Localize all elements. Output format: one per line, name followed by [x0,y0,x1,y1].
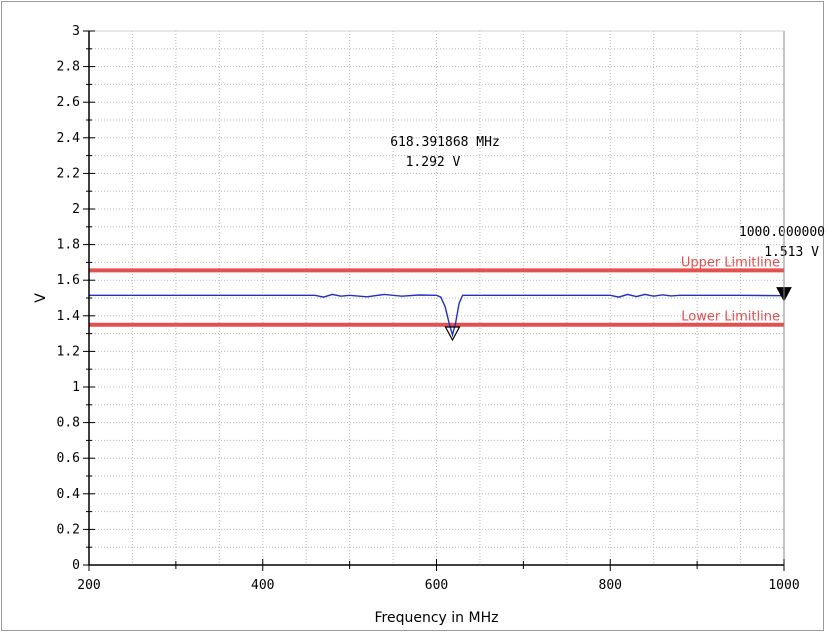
y-tick-label: 0.8 [57,416,80,431]
x-tick-label: 600 [425,578,448,593]
y-tick-label: 2 [72,202,80,217]
marker-value-label: 1.292 V [406,155,461,170]
x-tick-label: 400 [251,578,274,593]
x-tick-label: 1000 [768,578,799,593]
y-tick-label: 0 [72,558,80,573]
limit-lines: Upper Limitline Lower Limitline [89,255,784,327]
y-tick-label: 1 [72,380,80,395]
tick-labels: 0 0.2 0.4 0.6 0.8 1 1.2 1.4 1.6 1.8 2 2.2 2.4 2.6 2.8 3… [57,24,800,593]
limit-line-label: Lower Limitline [681,310,780,325]
y-tick-label: 2.2 [57,166,80,181]
y-tick-label: 1.2 [57,344,80,359]
series-line [89,293,785,338]
axes [83,30,785,571]
marker-triangle-icon [444,326,461,342]
y-axis-label: V [33,293,49,303]
marker-frequency-label: 1000.000000 [739,225,825,240]
y-tick-label: 0.4 [57,487,81,502]
grid-lines [89,31,784,565]
y-tick-label: 2.8 [57,60,80,75]
y-tick-label: 1.4 [57,309,81,324]
x-tick-label: 200 [77,578,100,593]
markers: 618.391868 MHz 1.292 V 1000.000000 1.513 V [390,135,825,342]
y-tick-label: 2.6 [57,95,80,110]
marker-value-label: 1.513 V [764,245,819,260]
y-tick-label: 0.2 [57,522,80,537]
x-axis-label: Frequency in MHz [375,610,499,626]
y-tick-label: 1.8 [57,238,80,253]
x-tick-label: 800 [599,578,622,593]
y-tick-label: 3 [72,24,80,39]
y-tick-label: 2.4 [57,131,81,146]
limit-line-label: Upper Limitline [681,255,780,270]
y-tick-label: 1.6 [57,273,80,288]
y-tick-label: 0.6 [57,451,80,466]
marker-frequency-label: 618.391868 MHz [390,135,500,150]
series-lines [89,293,785,338]
